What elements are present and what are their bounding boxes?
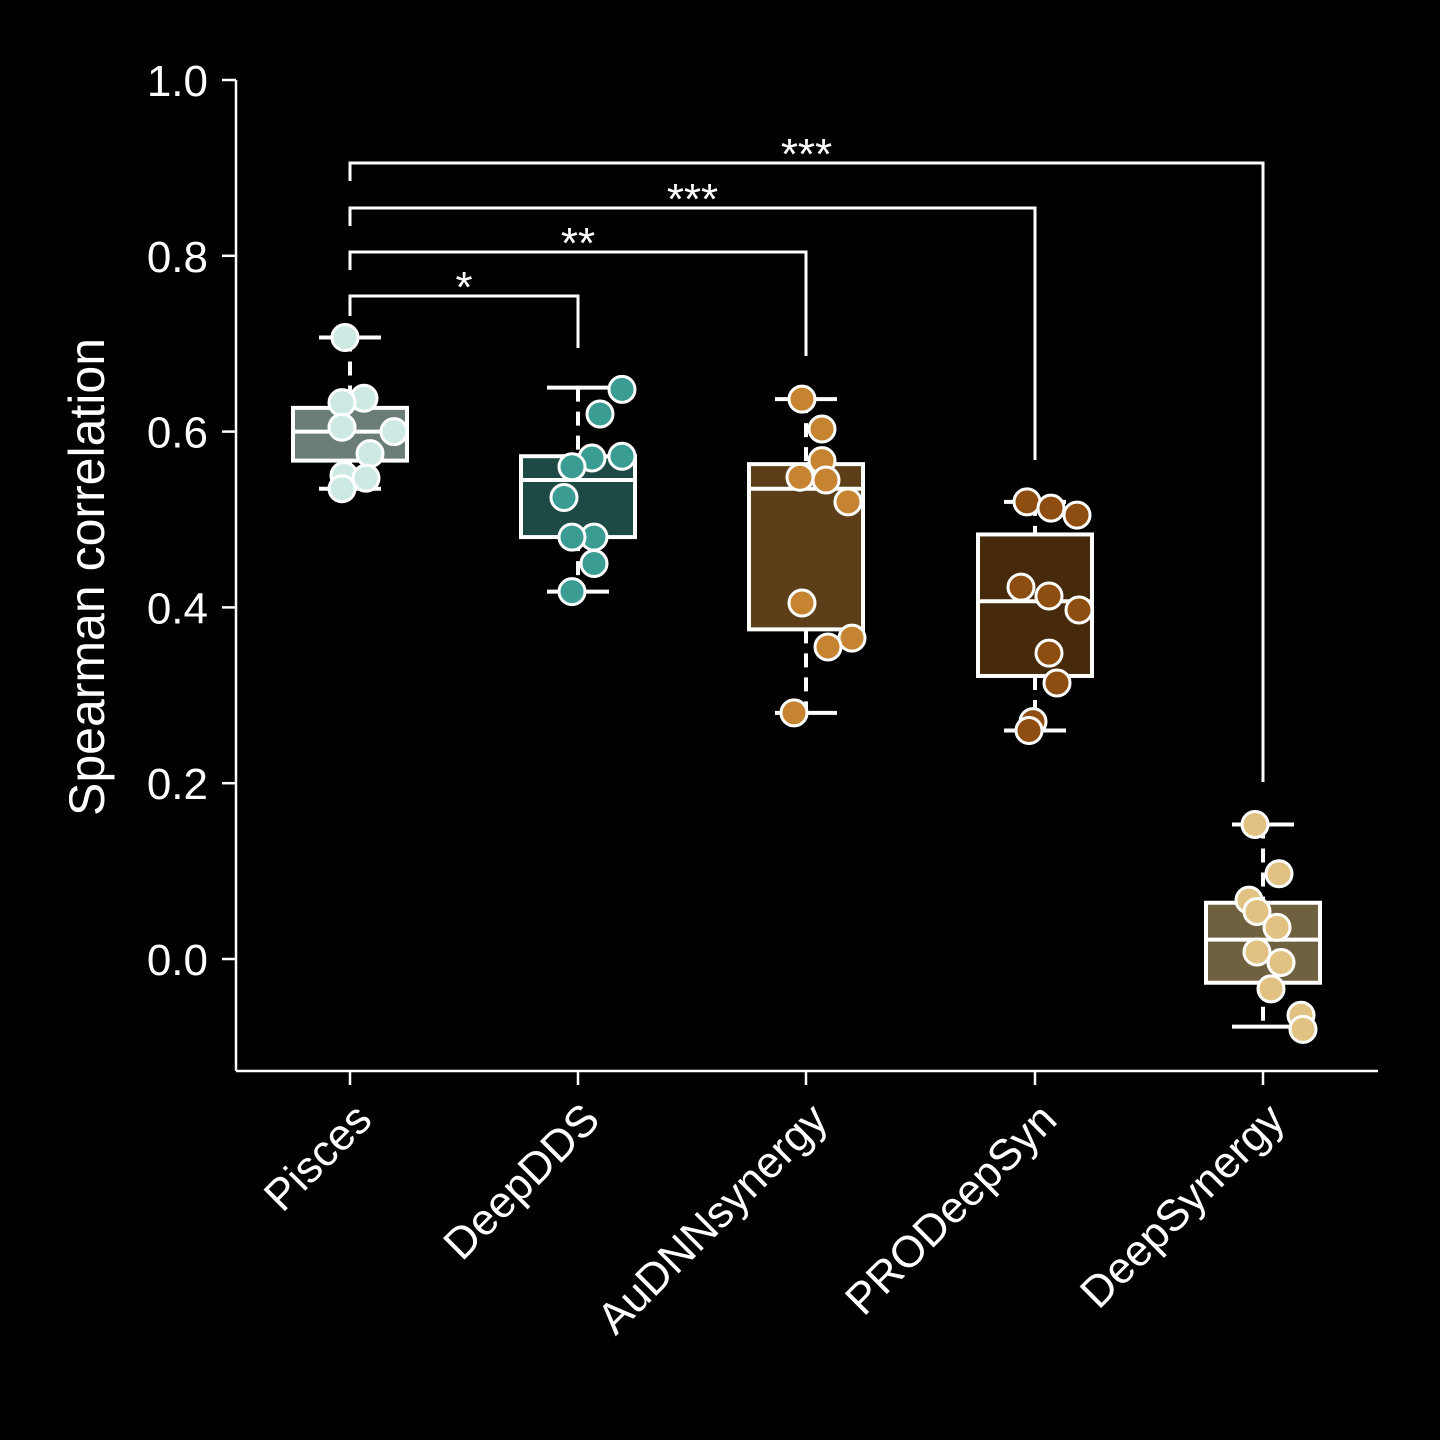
- data-point: [327, 412, 357, 442]
- data-point: [355, 439, 385, 469]
- y-tick-label: 1.0: [147, 57, 208, 106]
- data-point: [1264, 859, 1294, 889]
- data-point: [813, 632, 843, 662]
- data-point: [779, 698, 809, 728]
- data-point: [1012, 487, 1042, 517]
- data-point: [1006, 572, 1036, 602]
- box-group-prodeepsyn: [976, 487, 1094, 745]
- data-point: [837, 623, 867, 653]
- data-point: [1242, 897, 1272, 927]
- data-point: [585, 399, 615, 429]
- significance-bracket: [348, 161, 1265, 782]
- box-group-audnnsynergy: [747, 384, 867, 728]
- significance-bracket: [348, 206, 1037, 460]
- data-point: [787, 384, 817, 414]
- x-tick-label: DeepSynergy: [1071, 1094, 1294, 1317]
- data-point: [549, 483, 579, 513]
- data-point: [1240, 810, 1270, 840]
- data-point: [787, 588, 817, 618]
- data-point: [1036, 493, 1066, 523]
- data-point: [785, 462, 815, 492]
- box-group-deepsynergy: [1204, 810, 1322, 1044]
- y-tick-label: 0.2: [147, 760, 208, 809]
- y-tick-label: 0.0: [147, 936, 208, 985]
- data-point: [557, 452, 587, 482]
- x-tick-label: AuDNNsynergy: [588, 1094, 837, 1343]
- data-point: [1266, 948, 1296, 978]
- data-point: [607, 374, 637, 404]
- y-ticks: 1.0 0.8 0.6 0.4 0.2 0.0: [147, 57, 236, 985]
- data-point: [579, 548, 609, 578]
- box-group-deepdds: [519, 374, 637, 607]
- data-point: [351, 463, 381, 493]
- y-tick-label: 0.8: [147, 233, 208, 282]
- data-point: [807, 414, 837, 444]
- data-point: [1034, 581, 1064, 611]
- data-point: [833, 487, 863, 517]
- data-point: [1256, 974, 1286, 1004]
- data-point: [1014, 715, 1044, 745]
- data-point: [1042, 668, 1072, 698]
- significance-bracket: [348, 250, 808, 356]
- boxes: [291, 323, 1322, 1044]
- significance-label: *: [455, 263, 472, 312]
- data-point: [1242, 937, 1272, 967]
- data-point: [557, 577, 587, 607]
- data-point: [1062, 500, 1092, 530]
- data-point: [811, 465, 841, 495]
- data-point: [1288, 1014, 1318, 1044]
- y-tick-label: 0.6: [147, 409, 208, 458]
- data-point: [1064, 595, 1094, 625]
- significance-label: ***: [667, 175, 718, 224]
- x-tick-label: DeepDDS: [434, 1094, 609, 1269]
- x-tick-label: PRODeepSyn: [836, 1094, 1066, 1324]
- data-point: [1262, 912, 1292, 942]
- y-axis-label: Spearman correlation: [59, 338, 115, 816]
- significance-brackets: *********: [348, 130, 1265, 782]
- box-group-pisces: [291, 323, 409, 504]
- y-tick-label: 0.4: [147, 584, 208, 633]
- significance-bracket: [348, 294, 580, 348]
- data-point: [327, 388, 357, 418]
- data-point: [607, 441, 637, 471]
- x-tick-label: Pisces: [255, 1094, 381, 1220]
- data-point: [557, 522, 587, 552]
- data-point: [327, 474, 357, 504]
- data-point: [379, 417, 409, 447]
- significance-label: **: [561, 219, 595, 268]
- data-point: [1034, 638, 1064, 668]
- data-point: [330, 323, 360, 353]
- significance-label: ***: [781, 130, 832, 179]
